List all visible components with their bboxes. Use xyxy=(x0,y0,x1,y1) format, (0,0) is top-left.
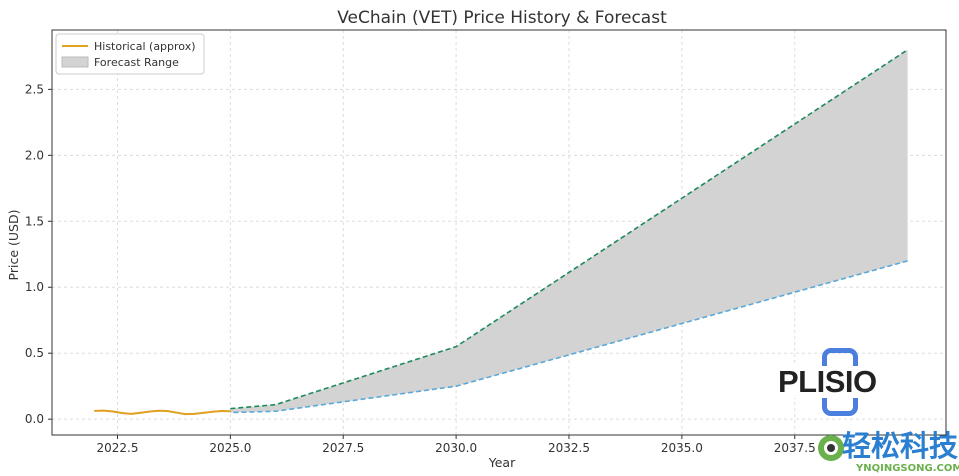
historical-point xyxy=(193,412,196,415)
y-tick-label: 0.0 xyxy=(25,412,44,426)
x-tick-label: 2032.5 xyxy=(548,441,590,455)
historical-point xyxy=(93,409,96,412)
y-tick-label: 2.5 xyxy=(25,82,44,96)
y-tick-label: 2.0 xyxy=(25,148,44,162)
forecast-lower-line xyxy=(230,260,908,414)
y-axis-label: Price (USD) xyxy=(6,210,21,281)
site-url: YNQINGSONG.COM xyxy=(856,463,959,474)
x-tick-label: 2030.0 xyxy=(435,441,477,455)
historical-point xyxy=(175,411,178,414)
forecast-upper-line xyxy=(230,49,909,410)
legend-forecast-label: Forecast Range xyxy=(94,56,179,69)
chart-title: VeChain (VET) Price History & Forecast xyxy=(337,8,667,28)
historical-line xyxy=(94,409,231,416)
historical-point xyxy=(121,412,123,414)
historical-point xyxy=(220,410,223,412)
x-tick-label: 2037.5 xyxy=(774,441,816,455)
x-tick-label: 2035.0 xyxy=(661,441,703,455)
legend-historical-label: Historical (approx) xyxy=(94,40,196,53)
historical-point xyxy=(184,413,187,416)
eye-logo-icon xyxy=(818,435,844,461)
historical-point xyxy=(112,410,114,413)
historical-point xyxy=(211,410,214,413)
site-name-cn: 轻松科技 xyxy=(842,429,959,463)
forecast-range-area xyxy=(230,49,908,413)
historical-point xyxy=(148,410,150,413)
x-tick-label: 2022.5 xyxy=(96,441,138,455)
x-tick-label: 2025.0 xyxy=(209,441,251,455)
x-tick-label: 2027.5 xyxy=(322,441,364,455)
y-tick-label: 1.0 xyxy=(25,280,44,294)
historical-point xyxy=(139,411,141,414)
y-tick-label: 1.5 xyxy=(25,214,44,228)
y-tick-label: 0.5 xyxy=(25,346,44,360)
historical-point xyxy=(157,409,160,412)
historical-point xyxy=(166,410,169,412)
plisio-watermark: PLISIO xyxy=(778,348,896,418)
site-watermark: 轻松科技 YNQINGSONG.COM xyxy=(818,431,959,476)
historical-point xyxy=(103,409,105,412)
plot-frame xyxy=(51,29,947,436)
historical-point xyxy=(229,410,232,413)
historical-point xyxy=(202,411,205,414)
x-axis-label: Year xyxy=(488,455,516,470)
legend-forecast-swatch xyxy=(61,56,89,68)
plisio-logo-text: PLISIO xyxy=(778,364,877,399)
legend: Historical (approx) Forecast Range xyxy=(55,33,205,75)
historical-point xyxy=(130,412,132,415)
